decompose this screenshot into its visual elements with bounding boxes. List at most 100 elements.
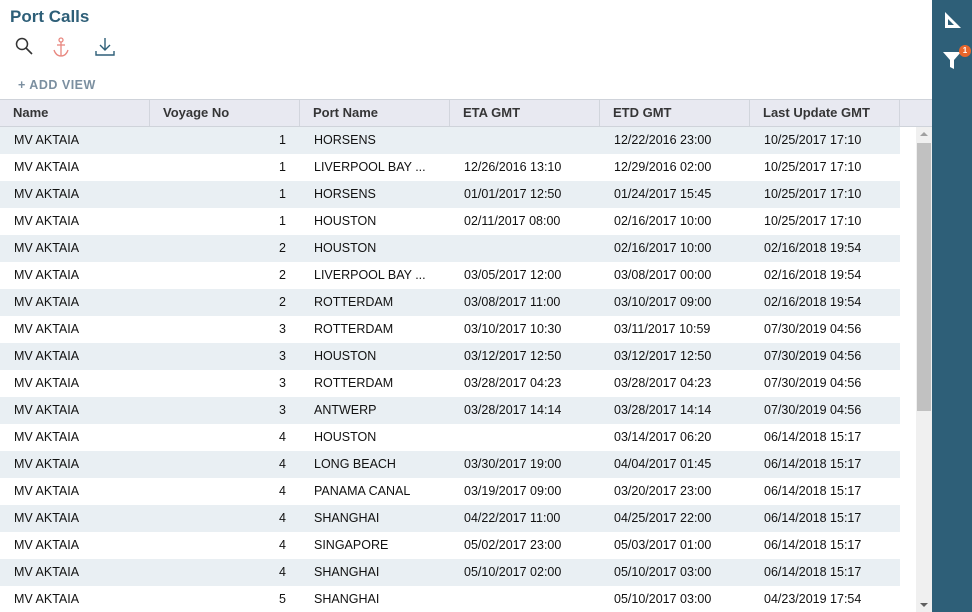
table-header: Name Voyage No Port Name ETA GMT ETD GMT Last… bbox=[0, 99, 932, 127]
cell-etd-gmt: 03/28/2017 04:23 bbox=[614, 376, 712, 390]
cell-name: MV AKTAIA bbox=[14, 160, 80, 174]
cell-port-name: ANTWERP bbox=[314, 403, 377, 417]
cell-eta-gmt: 05/02/2017 23:00 bbox=[464, 538, 562, 552]
scrollbar-thumb[interactable] bbox=[917, 143, 931, 411]
cell-port-name: PANAMA CANAL bbox=[314, 484, 411, 498]
cell-last-update-gmt: 06/14/2018 15:17 bbox=[764, 484, 862, 498]
table-row[interactable]: MV AKTAIA 1 HORSENS 12/22/2016 23:00 10/25/2… bbox=[0, 127, 900, 154]
cell-name: MV AKTAIA bbox=[14, 511, 80, 525]
filter-icon[interactable] bbox=[942, 50, 962, 70]
table-row[interactable]: MV AKTAIA 3 HOUSTON 03/12/2017 12:50 03/12/2… bbox=[0, 343, 900, 370]
column-header-port-name[interactable]: Port Name bbox=[300, 100, 450, 126]
cell-voyage-no: 2 bbox=[279, 241, 286, 255]
table-row[interactable]: MV AKTAIA 1 LIVERPOOL BAY ... 12/26/2016 13… bbox=[0, 154, 900, 181]
cell-name: MV AKTAIA bbox=[14, 214, 80, 228]
cell-voyage-no: 3 bbox=[279, 349, 286, 363]
cell-voyage-no: 4 bbox=[279, 511, 286, 525]
page-title: Port Calls bbox=[10, 7, 90, 26]
cell-last-update-gmt: 10/25/2017 17:10 bbox=[764, 133, 862, 147]
table-row[interactable]: MV AKTAIA 1 HOUSTON 02/11/2017 08:00 02/16/2… bbox=[0, 208, 900, 235]
cell-name: MV AKTAIA bbox=[14, 322, 80, 336]
filter-count-badge: 1 bbox=[959, 45, 971, 57]
table-row[interactable]: MV AKTAIA 2 ROTTERDAM 03/08/2017 11:00 03/10… bbox=[0, 289, 900, 316]
cell-voyage-no: 4 bbox=[279, 430, 286, 444]
cell-etd-gmt: 03/20/2017 23:00 bbox=[614, 484, 712, 498]
cell-port-name: SHANGHAI bbox=[314, 592, 380, 606]
column-header-name[interactable]: Name bbox=[0, 100, 150, 126]
table-row[interactable]: MV AKTAIA 1 HORSENS 01/01/2017 12:50 01/24/2… bbox=[0, 181, 900, 208]
cell-last-update-gmt: 02/16/2018 19:54 bbox=[764, 241, 862, 255]
scroll-up-icon[interactable] bbox=[920, 131, 928, 137]
download-icon[interactable] bbox=[94, 36, 116, 58]
table-row[interactable]: MV AKTAIA 2 LIVERPOOL BAY ... 03/05/2017 12… bbox=[0, 262, 900, 289]
cell-last-update-gmt: 02/16/2018 19:54 bbox=[764, 268, 862, 282]
table-row[interactable]: MV AKTAIA 4 SHANGHAI 05/10/2017 02:00 05/10/… bbox=[0, 559, 900, 586]
table-row[interactable]: MV AKTAIA 4 LONG BEACH 03/30/2017 19:00 04/0… bbox=[0, 451, 900, 478]
cell-last-update-gmt: 04/23/2019 17:54 bbox=[764, 592, 862, 606]
cell-port-name: ROTTERDAM bbox=[314, 295, 394, 309]
cell-voyage-no: 2 bbox=[279, 295, 286, 309]
cell-name: MV AKTAIA bbox=[14, 484, 80, 498]
cell-voyage-no: 5 bbox=[279, 592, 286, 606]
table-row[interactable]: MV AKTAIA 4 SHANGHAI 04/22/2017 11:00 04/25/… bbox=[0, 505, 900, 532]
cell-eta-gmt: 02/11/2017 08:00 bbox=[464, 214, 561, 228]
cell-last-update-gmt: 06/14/2018 15:17 bbox=[764, 538, 862, 552]
column-header-last-update-gmt[interactable]: Last Update GMT bbox=[750, 100, 900, 126]
cell-eta-gmt bbox=[450, 235, 600, 262]
cell-port-name: SHANGHAI bbox=[314, 565, 380, 579]
cell-eta-gmt: 03/10/2017 10:30 bbox=[464, 322, 562, 336]
cell-eta-gmt: 03/28/2017 04:23 bbox=[464, 376, 562, 390]
column-header-eta-gmt[interactable]: ETA GMT bbox=[450, 100, 600, 126]
cell-etd-gmt: 05/10/2017 03:00 bbox=[614, 592, 712, 606]
cell-voyage-no: 4 bbox=[279, 484, 286, 498]
table-row[interactable]: MV AKTAIA 4 HOUSTON 03/14/2017 06:20 06/14/2… bbox=[0, 424, 900, 451]
port-calls-table: Name Voyage No Port Name ETA GMT ETD GMT Last… bbox=[0, 99, 932, 612]
cell-port-name: HOUSTON bbox=[314, 214, 377, 228]
table-row[interactable]: MV AKTAIA 5 SHANGHAI 05/10/2017 03:00 04/23/… bbox=[0, 586, 900, 612]
vertical-scrollbar[interactable] bbox=[916, 127, 932, 612]
scroll-down-icon[interactable] bbox=[920, 602, 928, 608]
table-row[interactable]: MV AKTAIA 3 ROTTERDAM 03/10/2017 10:30 03/11… bbox=[0, 316, 900, 343]
cell-last-update-gmt: 06/14/2018 15:17 bbox=[764, 430, 862, 444]
cell-last-update-gmt: 07/30/2019 04:56 bbox=[764, 349, 862, 363]
cell-voyage-no: 1 bbox=[279, 187, 286, 201]
table-row[interactable]: MV AKTAIA 2 HOUSTON 02/16/2017 10:00 02/16/2… bbox=[0, 235, 900, 262]
cell-port-name: LIVERPOOL BAY ... bbox=[314, 268, 426, 282]
cell-last-update-gmt: 06/14/2018 15:17 bbox=[764, 565, 862, 579]
cell-last-update-gmt: 07/30/2019 04:56 bbox=[764, 322, 862, 336]
table-row[interactable]: MV AKTAIA 3 ROTTERDAM 03/28/2017 04:23 03/28… bbox=[0, 370, 900, 397]
set-square-icon[interactable] bbox=[942, 10, 964, 32]
table-row[interactable]: MV AKTAIA 4 SINGAPORE 05/02/2017 23:00 05/03… bbox=[0, 532, 900, 559]
cell-last-update-gmt: 02/16/2018 19:54 bbox=[764, 295, 862, 309]
cell-name: MV AKTAIA bbox=[14, 430, 80, 444]
cell-etd-gmt: 12/22/2016 23:00 bbox=[614, 133, 712, 147]
add-view-button[interactable]: + ADD VIEW bbox=[18, 78, 96, 92]
cell-name: MV AKTAIA bbox=[14, 268, 80, 282]
cell-name: MV AKTAIA bbox=[14, 187, 80, 201]
cell-port-name: SINGAPORE bbox=[314, 538, 389, 552]
cell-name: MV AKTAIA bbox=[14, 376, 80, 390]
cell-voyage-no: 3 bbox=[279, 322, 286, 336]
cell-name: MV AKTAIA bbox=[14, 457, 80, 471]
cell-last-update-gmt: 10/25/2017 17:10 bbox=[764, 214, 862, 228]
column-header-etd-gmt[interactable]: ETD GMT bbox=[600, 100, 750, 126]
cell-port-name: LONG BEACH bbox=[314, 457, 396, 471]
cell-last-update-gmt: 07/30/2019 04:56 bbox=[764, 403, 862, 417]
cell-etd-gmt: 03/08/2017 00:00 bbox=[614, 268, 712, 282]
cell-port-name: HOUSTON bbox=[314, 349, 377, 363]
search-icon[interactable] bbox=[13, 36, 35, 58]
cell-voyage-no: 2 bbox=[279, 268, 286, 282]
cell-port-name: HORSENS bbox=[314, 133, 376, 147]
cell-voyage-no: 3 bbox=[279, 403, 286, 417]
cell-voyage-no: 4 bbox=[279, 457, 286, 471]
cell-port-name: ROTTERDAM bbox=[314, 376, 394, 390]
cell-etd-gmt: 03/12/2017 12:50 bbox=[614, 349, 712, 363]
anchor-icon[interactable] bbox=[50, 36, 72, 58]
cell-name: MV AKTAIA bbox=[14, 538, 80, 552]
column-header-voyage-no[interactable]: Voyage No bbox=[150, 100, 300, 126]
table-row[interactable]: MV AKTAIA 4 PANAMA CANAL 03/19/2017 09:00 03… bbox=[0, 478, 900, 505]
cell-etd-gmt: 12/29/2016 02:00 bbox=[614, 160, 712, 174]
table-row[interactable]: MV AKTAIA 3 ANTWERP 03/28/2017 14:14 03/28/2… bbox=[0, 397, 900, 424]
cell-name: MV AKTAIA bbox=[14, 241, 80, 255]
cell-eta-gmt bbox=[450, 424, 600, 451]
